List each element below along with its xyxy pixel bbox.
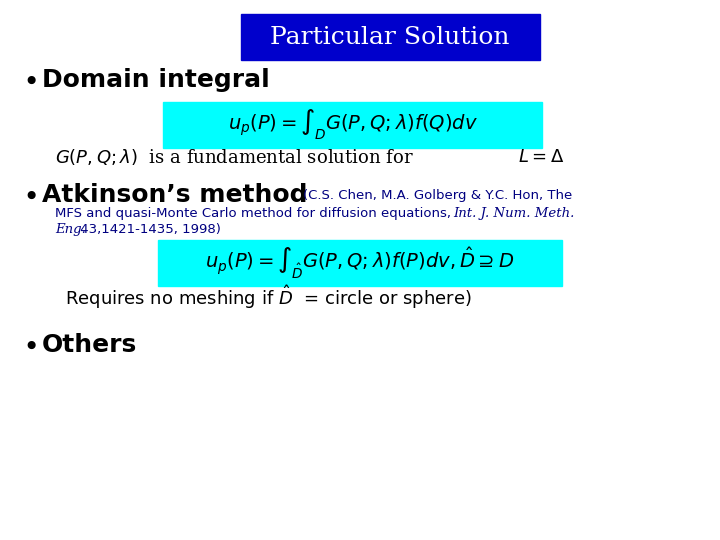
Text: $u_p(P) = \int_{\hat{D}} G(P,Q;\lambda)f(P)dv, \hat{D} \supseteq D$: $u_p(P) = \int_{\hat{D}} G(P,Q;\lambda)f… <box>205 245 515 281</box>
Text: Int. J. Num. Meth.: Int. J. Num. Meth. <box>453 207 575 220</box>
Text: $u_p(P) = \int_D G(P,Q;\lambda)f(Q)dv$: $u_p(P) = \int_D G(P,Q;\lambda)f(Q)dv$ <box>228 108 477 142</box>
FancyBboxPatch shape <box>163 102 542 148</box>
Text: $\bullet$: $\bullet$ <box>22 181 37 209</box>
Text: $L = \Delta$: $L = \Delta$ <box>518 148 564 166</box>
Text: Domain integral: Domain integral <box>42 68 270 92</box>
Text: Eng.: Eng. <box>55 222 86 235</box>
Text: 43,1421-1435, 1998): 43,1421-1435, 1998) <box>76 222 221 235</box>
FancyBboxPatch shape <box>240 14 539 60</box>
Text: $G(P,Q;\lambda)$  is a fundamental solution for: $G(P,Q;\lambda)$ is a fundamental soluti… <box>55 147 413 167</box>
FancyBboxPatch shape <box>158 240 562 286</box>
Text: $\bullet$: $\bullet$ <box>22 331 37 359</box>
Text: Particular Solution: Particular Solution <box>270 25 510 49</box>
Text: MFS and quasi-Monte Carlo method for diffusion equations,: MFS and quasi-Monte Carlo method for dif… <box>55 207 451 220</box>
Text: $\bullet$: $\bullet$ <box>22 66 37 94</box>
Text: Atkinson’s method: Atkinson’s method <box>42 183 307 207</box>
Text: Requires no meshing if $\hat{D}$  = circle or sphere): Requires no meshing if $\hat{D}$ = circl… <box>65 283 472 311</box>
Text: Others: Others <box>42 333 138 357</box>
Text: (C.S. Chen, M.A. Golberg & Y.C. Hon, The: (C.S. Chen, M.A. Golberg & Y.C. Hon, The <box>303 188 572 201</box>
